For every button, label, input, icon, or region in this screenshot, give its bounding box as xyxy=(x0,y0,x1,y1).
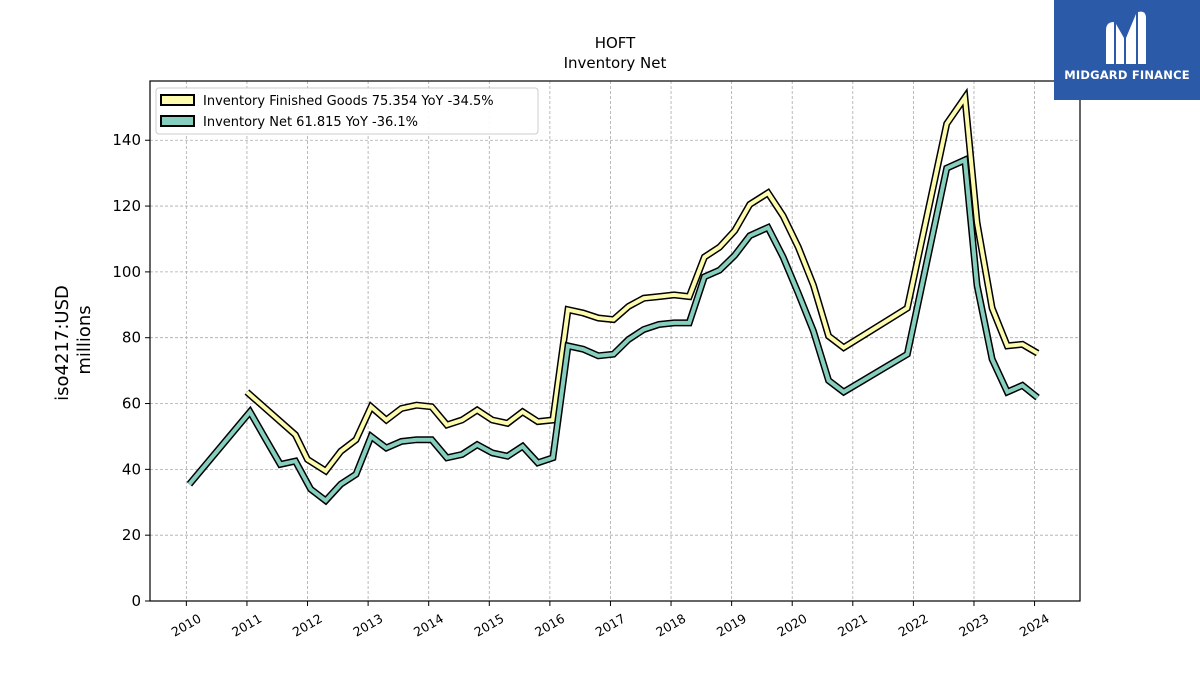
y-tick-label: 140 xyxy=(112,131,141,149)
x-tick-label: 2022 xyxy=(896,611,931,640)
y-tick-label: 20 xyxy=(122,526,141,544)
x-axis: 2010 2011 2012 2013 2014 2015 2016 2017 2018 2019… xyxy=(169,601,1052,640)
brand-logo: MIDGARD FINANCE xyxy=(1054,0,1200,100)
chart-subtitle: Inventory Net xyxy=(564,54,667,72)
legend-entry-label: Inventory Net 61.815 YoY -36.1% xyxy=(203,115,418,130)
grid xyxy=(150,81,1080,602)
y-tick-label: 120 xyxy=(112,197,141,215)
series-line-1 xyxy=(187,157,1039,504)
logo-text: MIDGARD FINANCE xyxy=(1064,68,1190,82)
midgard-logo-icon xyxy=(1106,11,1146,65)
y-tick-label: 80 xyxy=(122,329,141,347)
plot-frame xyxy=(149,80,1081,602)
y-tick-label: 40 xyxy=(122,460,141,478)
x-tick-label: 2010 xyxy=(169,611,204,640)
x-tick-label: 2020 xyxy=(774,611,809,640)
x-tick-label: 2023 xyxy=(956,611,991,640)
x-tick-label: 2015 xyxy=(472,611,507,640)
x-tick-label: 2017 xyxy=(593,611,628,640)
x-tick-label: 2013 xyxy=(350,611,385,640)
y-axis: 0 20 40 60 80 100 120 140 xyxy=(112,131,150,610)
x-tick-label: 2011 xyxy=(229,611,264,640)
legend-swatch xyxy=(160,94,195,106)
legend: Inventory Finished Goods 75.354 YoY -34.… xyxy=(155,87,539,135)
series-line-0 xyxy=(245,91,1039,474)
y-axis-label: iso4217:USD xyxy=(52,285,73,401)
x-tick-label: 2021 xyxy=(835,611,870,640)
x-tick-label: 2018 xyxy=(653,611,688,640)
y-axis-label-units: millions xyxy=(74,305,95,374)
legend-box xyxy=(155,87,539,135)
x-tick-label: 2024 xyxy=(1017,611,1052,640)
x-tick-label: 2012 xyxy=(290,611,325,640)
legend-entry-label: Inventory Finished Goods 75.354 YoY -34.… xyxy=(203,94,494,109)
x-tick-label: 2016 xyxy=(532,611,567,640)
x-tick-label: 2019 xyxy=(714,611,749,640)
series-layer xyxy=(186,87,1040,506)
x-tick-label: 2014 xyxy=(411,611,446,640)
chart-title: HOFT xyxy=(595,34,636,52)
y-tick-label: 100 xyxy=(112,263,141,281)
legend-swatch xyxy=(160,115,195,127)
y-tick-label: 0 xyxy=(131,592,141,610)
y-tick-label: 60 xyxy=(122,395,141,413)
